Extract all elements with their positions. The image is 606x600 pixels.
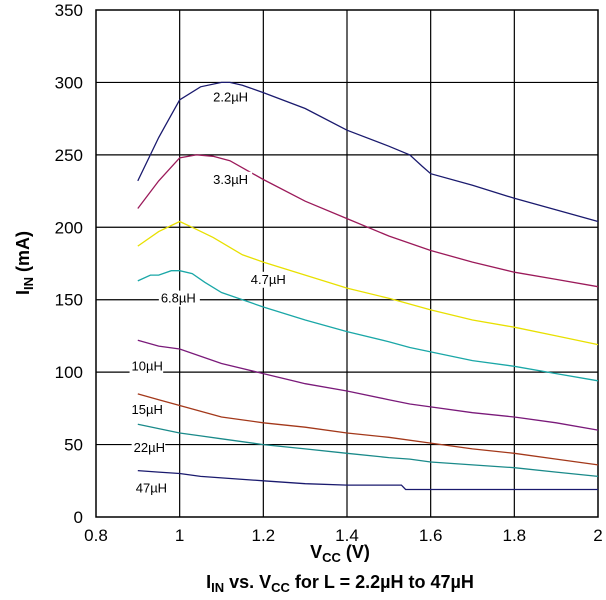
y-tick-label: 0: [74, 508, 83, 527]
series-lines: [137, 81, 599, 491]
series-labels: 2.2µH 3.3µH 4.7µH 6.8µH 10µH 15µH 22µH 47µH: [129, 89, 290, 497]
y-tick-label: 50: [64, 436, 83, 455]
series-label: 47µH: [136, 480, 167, 495]
series-label: 3.3µH: [213, 172, 248, 187]
series-line: [137, 81, 599, 223]
series-label: 22µH: [134, 440, 165, 455]
series-label-bg: [129, 402, 164, 419]
x-tick-label: 1.4: [335, 526, 359, 545]
plot-frame: [95, 9, 599, 518]
y-tick-labels: 0 50 100 150 200 250 300 350: [55, 1, 83, 527]
series-label-bg: [158, 290, 200, 307]
series-line: [137, 154, 599, 288]
series-line: [137, 469, 598, 491]
series-line: [137, 393, 599, 466]
series-label: 10µH: [132, 359, 163, 374]
series-line: [137, 339, 599, 431]
y-tick-label: 100: [55, 363, 83, 382]
series-label-bg: [211, 89, 253, 106]
x-axis-label: VCC (V): [310, 542, 370, 565]
x-tick-label: 1: [175, 526, 184, 545]
x-tick-label: 1.6: [419, 526, 443, 545]
x-tick-labels: 0.8 1 1.2 1.4 1.6 1.8 2: [84, 526, 603, 545]
series-line: [137, 220, 599, 346]
x-tick-label: 2: [593, 526, 602, 545]
series-label-bg: [129, 358, 164, 375]
series-line: [137, 423, 599, 478]
y-tick-label: 150: [55, 291, 83, 310]
series-line: [137, 270, 599, 382]
y-tick-label: 300: [55, 73, 83, 92]
x-tick-label: 1.8: [503, 526, 527, 545]
series-label: 2.2µH: [213, 89, 248, 104]
y-tick-label: 350: [55, 1, 83, 20]
y-tick-label: 200: [55, 218, 83, 237]
grid: [96, 10, 598, 517]
y-axis-label: IIN (mA): [13, 231, 36, 295]
y-tick-label: 250: [55, 146, 83, 165]
series-label-bg: [133, 480, 168, 497]
series-label: 4.7µH: [251, 272, 286, 287]
series-label: 6.8µH: [161, 291, 196, 306]
series-label-bg: [131, 439, 166, 456]
series-label-bg: [211, 171, 253, 188]
x-tick-label: 0.8: [84, 526, 108, 545]
chart-caption: IIN vs. VCC for L = 2.2µH to 47µH: [206, 572, 474, 595]
series-label: 15µH: [132, 402, 163, 417]
series-label-bg: [248, 271, 290, 288]
x-tick-label: 1.2: [252, 526, 276, 545]
